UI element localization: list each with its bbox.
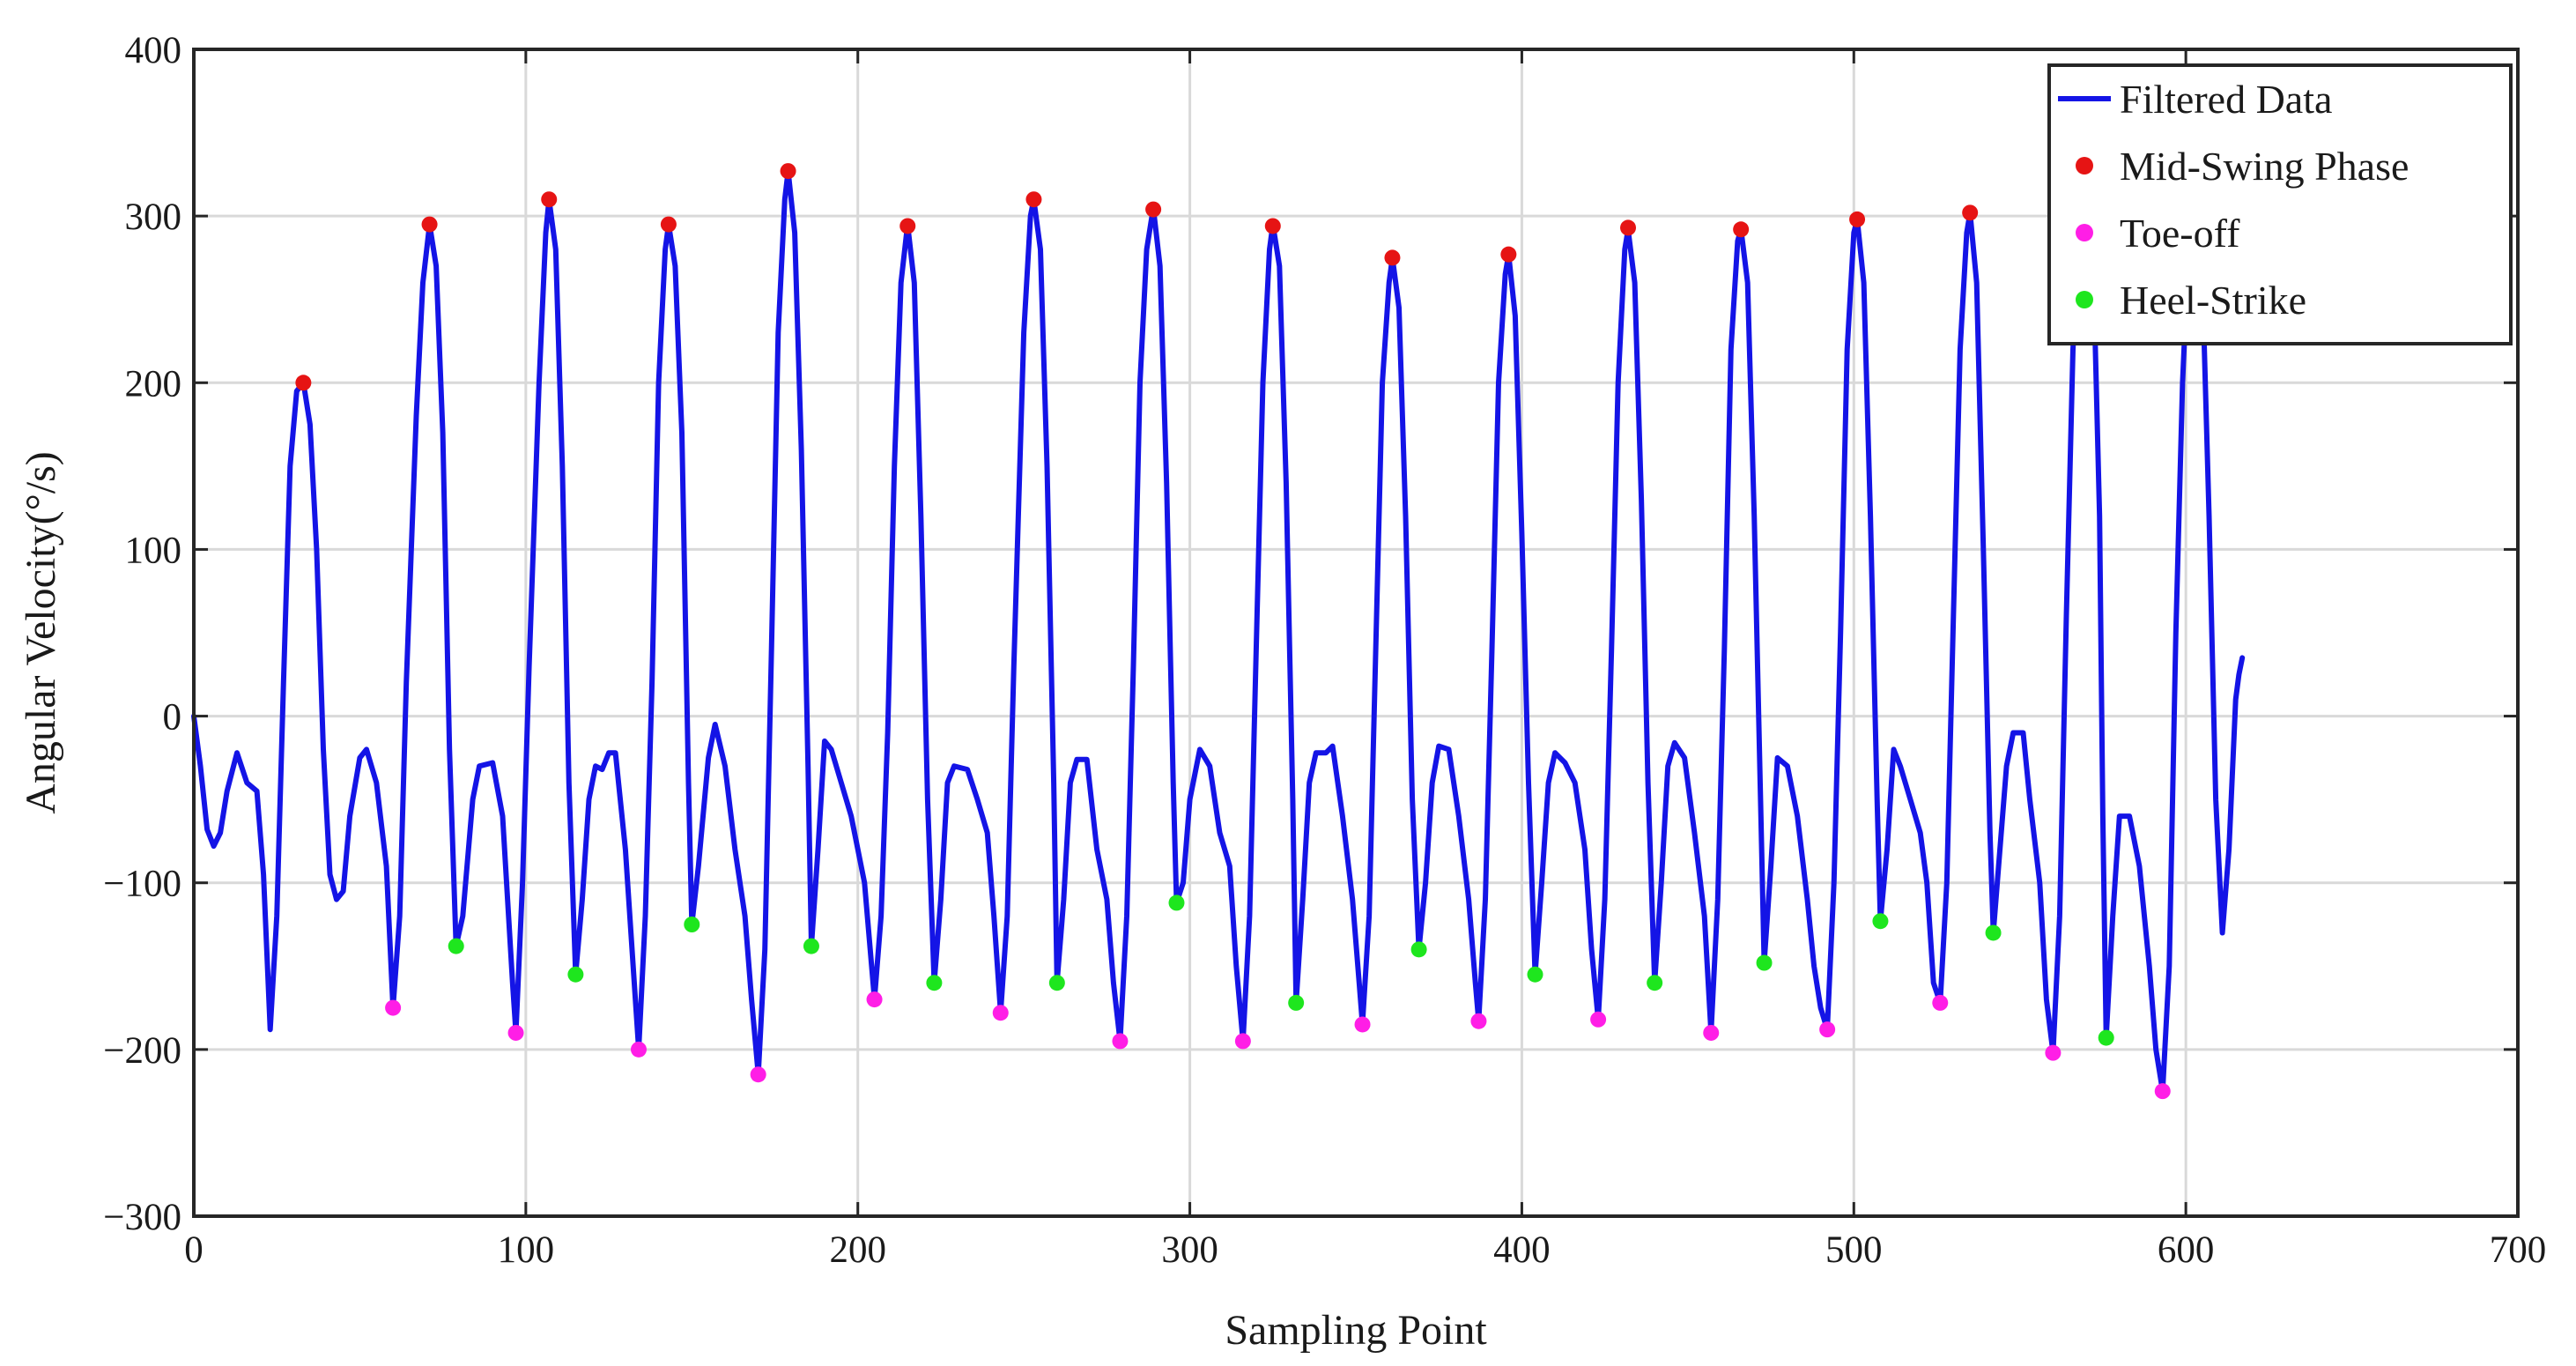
legend-label-mid-swing-phase: Mid-Swing Phase	[2120, 144, 2409, 189]
heel-strike-marker-5	[1048, 975, 1065, 991]
x-tick-label: 200	[829, 1229, 886, 1271]
heel-strike-marker-8	[1410, 941, 1427, 958]
heel-strike-marker-9	[1527, 966, 1543, 983]
mid-swing-marker-6	[1025, 191, 1042, 208]
y-tick-label: −300	[103, 1197, 181, 1238]
toe-off-marker-9	[1470, 1013, 1487, 1029]
toe-off-marker-5	[992, 1005, 1009, 1021]
legend-swatch-heel-strike	[2076, 291, 2093, 308]
mid-swing-marker-2	[541, 191, 558, 208]
mid-swing-marker-7	[1145, 201, 1162, 218]
mid-swing-marker-8	[1264, 218, 1281, 234]
toe-off-marker-3	[750, 1066, 766, 1083]
y-tick-label: 300	[125, 197, 182, 238]
toe-off-marker-15	[2154, 1083, 2171, 1100]
y-tick-label: 400	[125, 30, 182, 71]
toe-off-marker-4	[866, 991, 883, 1008]
mid-swing-marker-12	[1733, 221, 1750, 238]
toe-off-marker-11	[1703, 1024, 1720, 1041]
y-tick-label: 0	[163, 697, 182, 739]
y-tick-label: −200	[103, 1030, 181, 1072]
heel-strike-marker-7	[1288, 994, 1305, 1011]
heel-strike-marker-6	[1168, 895, 1185, 911]
legend-label-filtered-data: Filtered Data	[2120, 77, 2332, 122]
heel-strike-marker-2	[684, 917, 700, 932]
x-tick-label: 100	[498, 1229, 555, 1271]
mid-swing-marker-1	[421, 216, 438, 233]
toe-off-marker-2	[630, 1041, 647, 1058]
heel-strike-marker-13	[1985, 924, 2002, 941]
x-tick-label: 0	[184, 1229, 204, 1271]
heel-strike-marker-11	[1756, 954, 1773, 971]
toe-off-marker-14	[2045, 1044, 2062, 1061]
y-tick-label: 100	[125, 530, 182, 571]
x-tick-label: 400	[1493, 1229, 1551, 1271]
heel-strike-marker-3	[803, 938, 819, 954]
heel-strike-marker-14	[2098, 1029, 2114, 1046]
legend-swatch-mid-swing-phase	[2076, 157, 2093, 174]
x-tick-label: 300	[1161, 1229, 1218, 1271]
mid-swing-marker-11	[1620, 219, 1637, 236]
heel-strike-marker-12	[1872, 913, 1889, 930]
heel-strike-marker-0	[448, 938, 464, 954]
toe-off-marker-0	[385, 999, 402, 1016]
y-tick-label: 200	[125, 363, 182, 405]
mid-swing-marker-10	[1500, 246, 1517, 263]
mid-swing-marker-13	[1849, 211, 1866, 227]
mid-swing-marker-5	[899, 218, 916, 234]
toe-off-marker-8	[1354, 1016, 1371, 1033]
heel-strike-marker-4	[926, 975, 943, 991]
legend-label-toe-off: Toe-off	[2120, 211, 2240, 256]
marker-layer	[295, 163, 2171, 1100]
legend-items: Filtered Data Mid-Swing Phase Toe-off Heel-…	[2058, 77, 2409, 323]
heel-strike-marker-10	[1647, 975, 1663, 991]
mid-swing-marker-14	[1962, 204, 1979, 221]
heel-strike-marker-1	[567, 966, 584, 983]
toe-off-marker-7	[1234, 1033, 1251, 1050]
x-tick-label: 500	[1825, 1229, 1883, 1271]
filtered-data-line	[191, 168, 2246, 1095]
legend-swatch-toe-off	[2076, 224, 2093, 241]
toe-off-marker-13	[1932, 994, 1949, 1011]
y-tick-label: −100	[103, 864, 181, 905]
toe-off-marker-10	[1590, 1011, 1607, 1028]
mid-swing-marker-4	[780, 163, 796, 180]
toe-off-marker-6	[1112, 1033, 1129, 1050]
mid-swing-marker-3	[660, 216, 677, 233]
toe-off-marker-12	[1819, 1021, 1836, 1038]
mid-swing-marker-0	[295, 375, 312, 391]
plot-frame	[192, 48, 2520, 1218]
tick-labels: 0 100 200 300 400 500 600 700 −300 −200 −100 0 100 20…	[103, 30, 2546, 1271]
x-tick-label: 600	[2158, 1229, 2215, 1271]
line-layer	[191, 168, 2246, 1095]
x-axis-title: Sampling Point	[1225, 1307, 1487, 1354]
mid-swing-marker-9	[1384, 249, 1401, 266]
legend-label-heel-strike: Heel-Strike	[2120, 278, 2306, 323]
x-tick-label: 700	[2490, 1229, 2547, 1271]
legend-box	[2047, 63, 2513, 345]
toe-off-marker-1	[507, 1024, 524, 1041]
legend: Filtered Data Mid-Swing Phase Toe-off Heel-…	[2047, 63, 2513, 345]
y-axis-title: Angular Velocity(°/s)	[18, 451, 64, 814]
